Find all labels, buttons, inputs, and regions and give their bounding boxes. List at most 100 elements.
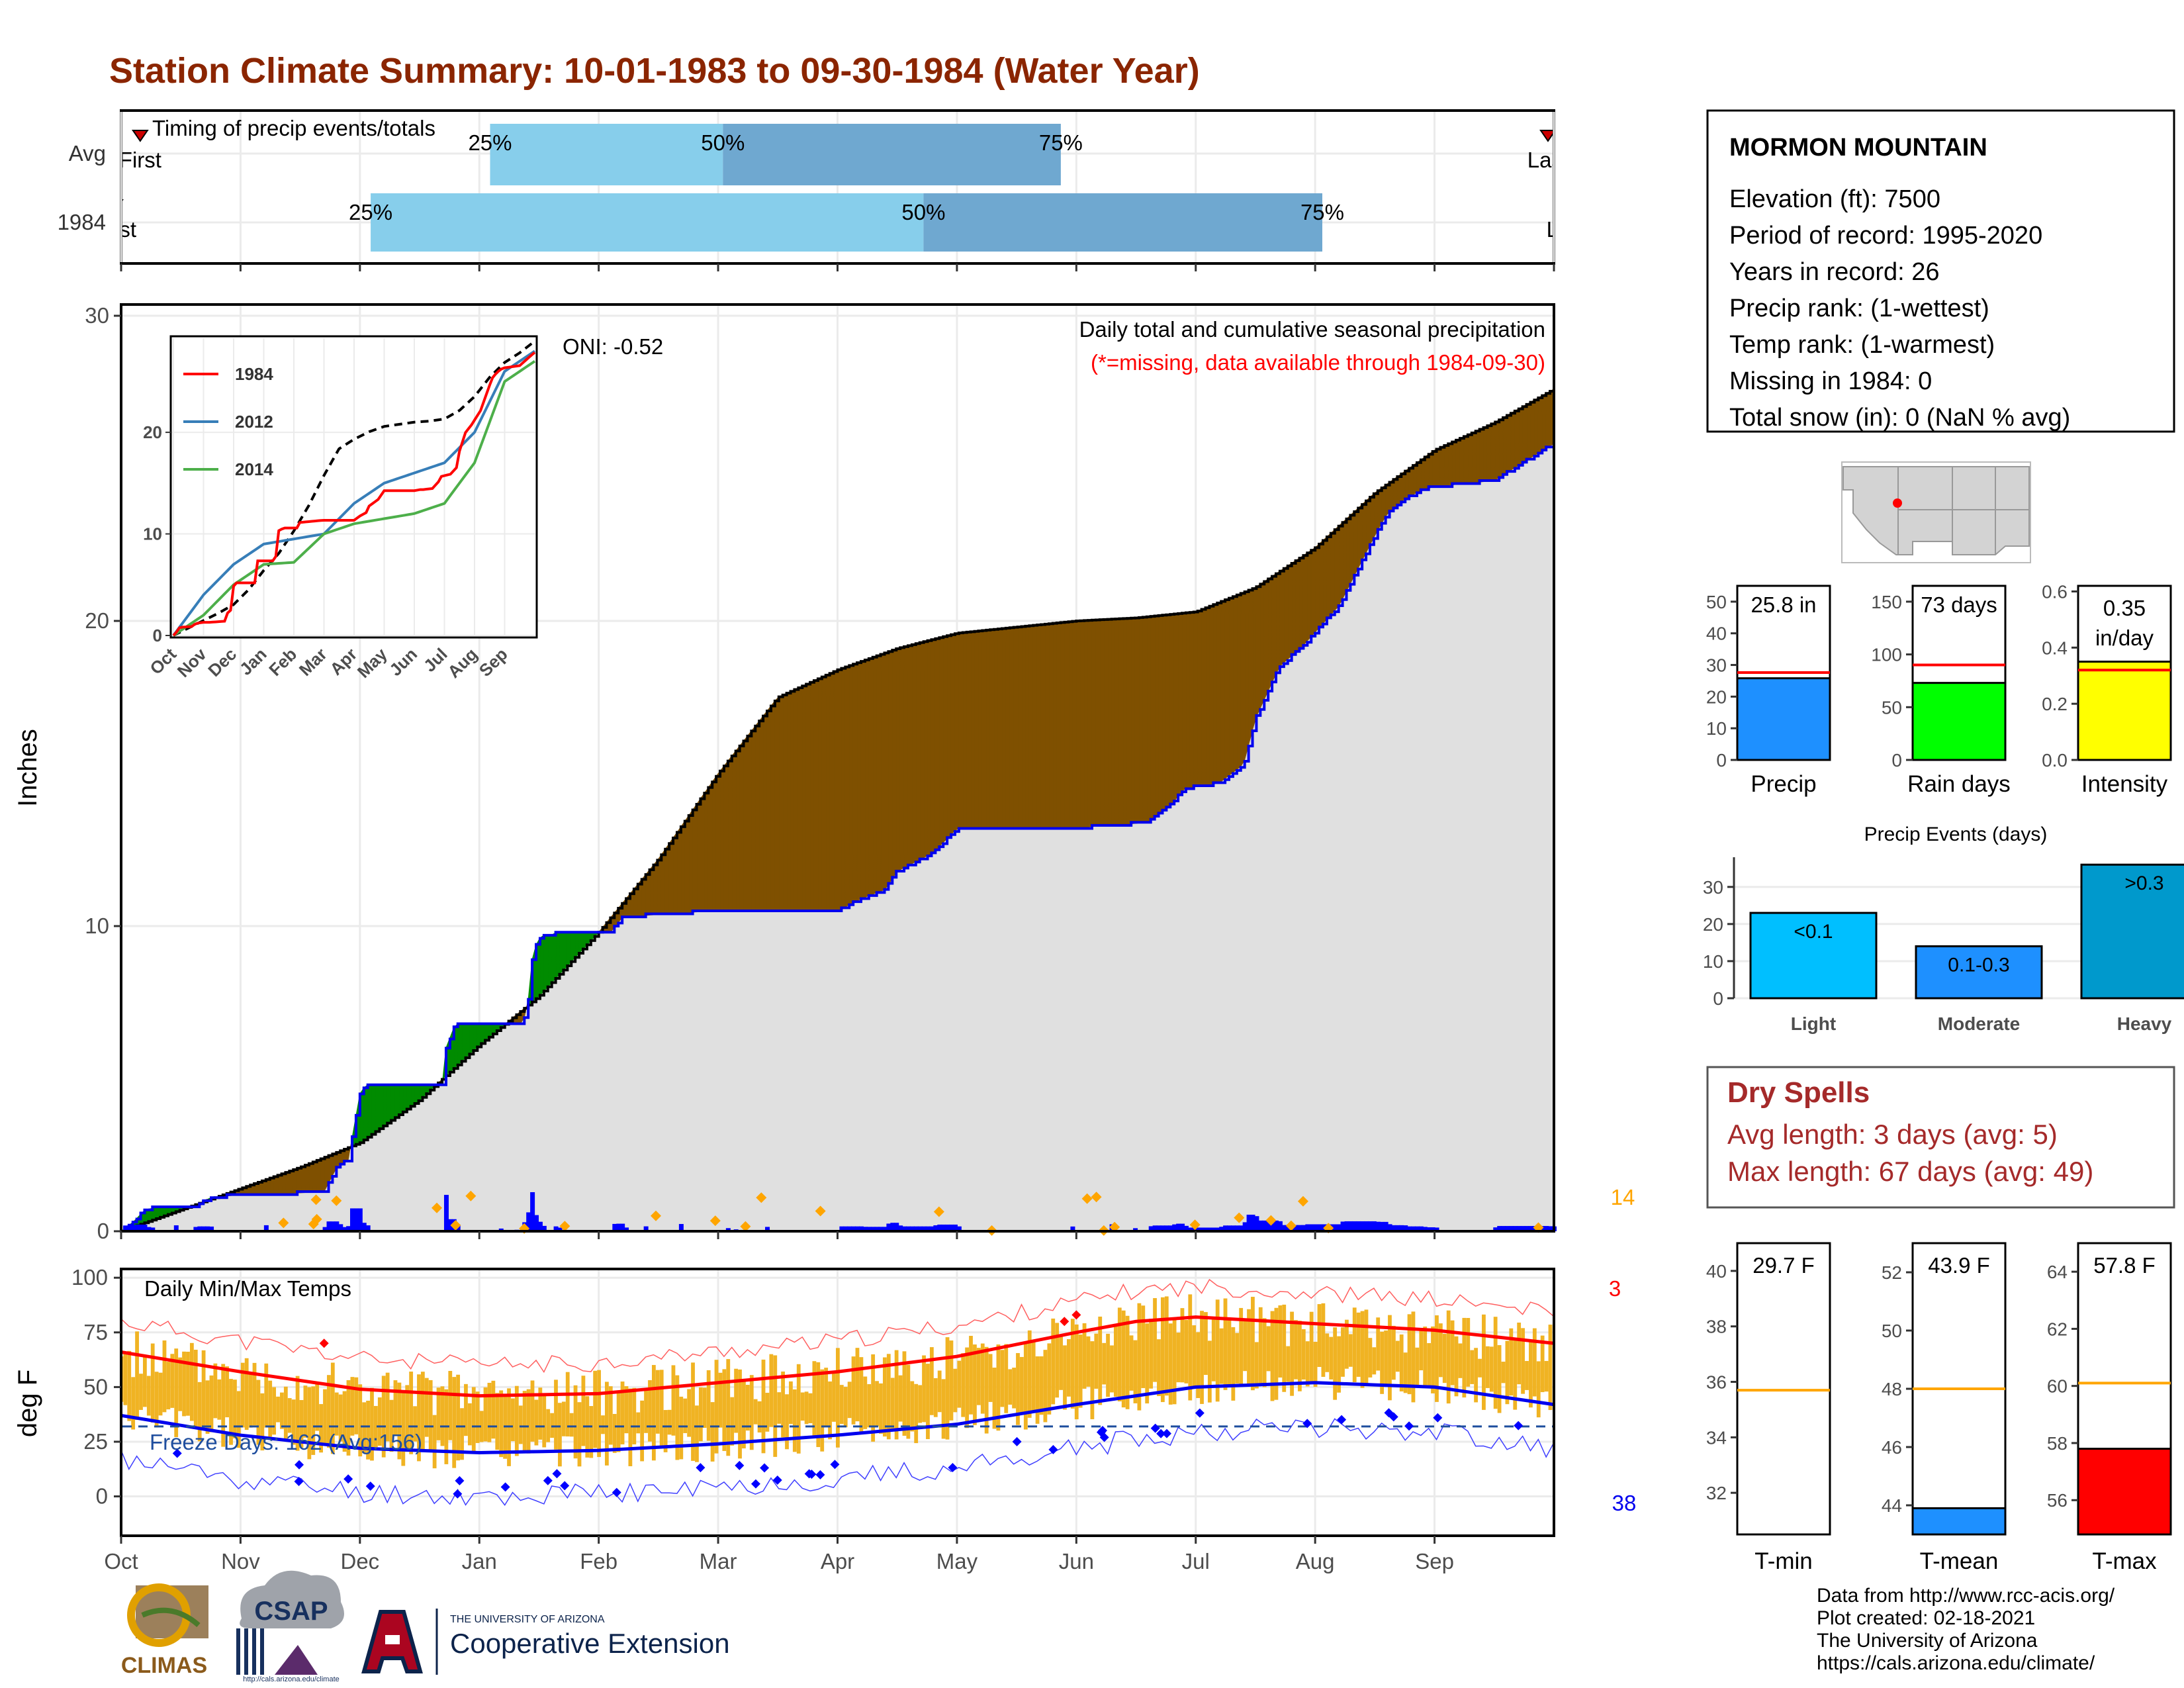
events-category-label: Heavy bbox=[2117, 1013, 2172, 1034]
daily-precip-bar bbox=[1548, 1226, 1553, 1231]
daily-temp-range-bar bbox=[984, 1346, 989, 1434]
daily-temp-range-bar bbox=[620, 1382, 625, 1444]
inset-ytick-label: 10 bbox=[143, 524, 162, 544]
daily-temp-range-bar bbox=[475, 1391, 480, 1443]
month-label: Sep bbox=[1415, 1549, 1454, 1573]
events-ytick-label: 30 bbox=[1703, 877, 1723, 898]
daily-temp-range-bar bbox=[150, 1343, 155, 1423]
daily-precip-bar bbox=[498, 1228, 504, 1231]
daily-temp-range-bar bbox=[1321, 1303, 1326, 1377]
temp-summary-bars: 29.7 F 32 34 36 38 40 T-min 43.9 F 44 46 48 50 52 T-m… bbox=[1706, 1242, 2172, 1574]
average-precip-marker bbox=[310, 1194, 322, 1205]
temp-summary-ytick-label: 56 bbox=[2047, 1490, 2068, 1511]
daily-temp-range-bar bbox=[260, 1393, 265, 1451]
daily-temp-range-bar bbox=[499, 1390, 504, 1458]
events-ytick-label: 20 bbox=[1703, 914, 1723, 935]
daily-precip-bar bbox=[350, 1208, 355, 1231]
summary-value-label: 25.8 in bbox=[1751, 592, 1816, 617]
freeze-days-label: Freeze Days: 162 (Avg:156) bbox=[150, 1430, 422, 1454]
daily-precip-bar bbox=[534, 1215, 539, 1231]
daily-temp-range-bar bbox=[1223, 1298, 1228, 1390]
daily-temp-range-bar bbox=[765, 1393, 770, 1432]
daily-temp-range-bar bbox=[601, 1415, 605, 1434]
daily-precip-bar bbox=[1203, 1227, 1208, 1231]
daily-temp-range-bar bbox=[1067, 1339, 1071, 1397]
daily-temp-range-bar bbox=[1012, 1368, 1016, 1409]
temp-summary-ytick-label: 48 bbox=[1882, 1379, 1902, 1399]
daily-precip-bar bbox=[173, 1225, 179, 1231]
daily-temp-range-bar bbox=[1094, 1333, 1099, 1389]
daily-temp-range-bar bbox=[244, 1358, 249, 1430]
daily-precip-bar bbox=[898, 1225, 903, 1231]
daily-temp-range-bar bbox=[565, 1372, 570, 1436]
daily-precip-bar bbox=[1371, 1221, 1377, 1231]
temp-ytick-label: 75 bbox=[83, 1320, 108, 1344]
daily-temp-range-bar bbox=[1540, 1335, 1545, 1393]
station-info-box: MORMON MOUNTAIN Elevation (ft): 7500 Per… bbox=[1706, 109, 2175, 433]
daily-precip-bar bbox=[933, 1225, 938, 1231]
daily-precip-bar bbox=[447, 1219, 453, 1231]
daily-precip-bar bbox=[150, 1227, 156, 1231]
daily-temp-range-bar bbox=[996, 1344, 1001, 1431]
daily-temp-range-bar bbox=[1391, 1325, 1396, 1380]
climas-logo: CLIMAS bbox=[121, 1583, 208, 1678]
record-low-marker bbox=[1404, 1421, 1414, 1431]
daily-temp-range-bar bbox=[1395, 1340, 1400, 1372]
timing-title: Timing of precip events/totals bbox=[152, 116, 435, 140]
daily-temp-range-bar bbox=[839, 1385, 844, 1425]
daily-temp-range-bar bbox=[514, 1385, 519, 1456]
daily-temp-range-bar bbox=[303, 1385, 308, 1438]
average-precip-marker bbox=[450, 1220, 461, 1231]
daily-temp-range-bar bbox=[256, 1380, 261, 1445]
daily-temp-range-bar bbox=[1536, 1361, 1541, 1418]
daily-temp-range-bar bbox=[702, 1387, 707, 1428]
daily-temp-range-bar bbox=[734, 1368, 739, 1433]
daily-precip-bar bbox=[643, 1226, 649, 1231]
daily-temp-range-bar bbox=[229, 1379, 233, 1445]
inset-ytick-label: 0 bbox=[153, 626, 162, 645]
record-low-marker bbox=[560, 1481, 570, 1491]
daily-temp-range-bar bbox=[1419, 1331, 1424, 1371]
average-precip-marker bbox=[331, 1195, 342, 1206]
daily-temp-range-bar bbox=[640, 1400, 645, 1462]
daily-temp-range-bar bbox=[1493, 1317, 1498, 1409]
daily-temp-range-bar bbox=[773, 1355, 778, 1457]
daily-precip-bar bbox=[338, 1224, 343, 1231]
map-states bbox=[1843, 466, 2030, 555]
daily-temp-range-bar bbox=[264, 1363, 269, 1428]
daily-temp-range-bar bbox=[377, 1397, 382, 1446]
daily-precip-bar bbox=[1508, 1226, 1514, 1231]
daily-precip-bar bbox=[346, 1226, 351, 1231]
station-line: Years in record: 26 bbox=[1729, 258, 1940, 286]
timing-bar-early bbox=[371, 193, 924, 252]
precip-ytick-label: 0 bbox=[97, 1219, 109, 1243]
daily-temp-range-bar bbox=[808, 1393, 813, 1423]
daily-precip-bar bbox=[866, 1227, 872, 1231]
daily-precip-bar bbox=[1379, 1221, 1385, 1231]
daily-temp-range-bar bbox=[327, 1375, 331, 1448]
daily-temp-range-bar bbox=[761, 1359, 766, 1454]
daily-precip-bar bbox=[1344, 1221, 1349, 1231]
daily-temp-range-bar bbox=[871, 1354, 876, 1442]
daily-precip-bar bbox=[917, 1226, 923, 1231]
daily-temp-range-bar bbox=[1266, 1326, 1271, 1372]
daily-precip-bar bbox=[1160, 1225, 1165, 1231]
daily-precip-bar bbox=[1187, 1227, 1193, 1231]
average-precip-marker bbox=[559, 1221, 570, 1232]
daily-precip-bar bbox=[905, 1226, 911, 1231]
station-line: Elevation (ft): 7500 bbox=[1729, 185, 1940, 213]
daily-temp-range-bar bbox=[1380, 1331, 1385, 1394]
daily-temp-range-bar bbox=[209, 1375, 214, 1432]
daily-temp-range-bar bbox=[1051, 1318, 1056, 1405]
daily-temp-range-bar bbox=[315, 1382, 320, 1431]
average-precip-marker bbox=[1189, 1219, 1201, 1231]
summary-ytick-label: 0.4 bbox=[2042, 637, 2068, 658]
ua-top-text: THE UNIVERSITY OF ARIZONA bbox=[450, 1614, 605, 1625]
daily-temp-range-bar bbox=[413, 1406, 417, 1442]
daily-temp-range-bar bbox=[1059, 1336, 1063, 1390]
month-label: Apr bbox=[821, 1549, 854, 1573]
daily-temp-range-bar bbox=[295, 1376, 300, 1451]
daily-temp-range-bar bbox=[1117, 1307, 1122, 1402]
daily-temp-range-bar bbox=[1368, 1338, 1373, 1378]
daily-precip-bar bbox=[1133, 1228, 1138, 1231]
